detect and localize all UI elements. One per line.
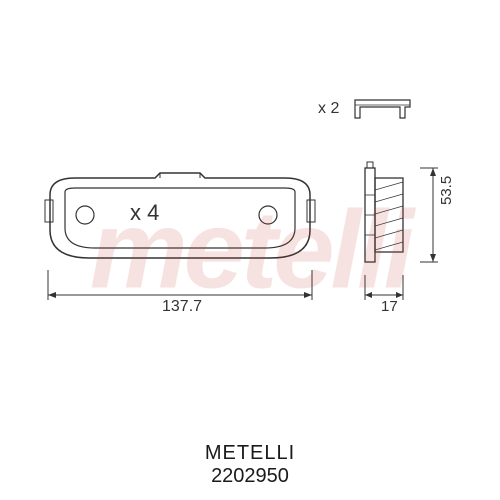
dimension-width-value: 137.7: [160, 298, 204, 316]
clip-drawing: [350, 95, 420, 125]
dimension-height-value: 53.5: [438, 176, 455, 205]
pad-quantity-label: x 4: [130, 200, 159, 226]
brake-pad-side-view: [360, 160, 415, 270]
dimension-thickness-value: 17: [380, 298, 399, 315]
brake-pad-front-view: [40, 170, 320, 265]
part-number-label: 2202950: [0, 465, 500, 488]
diagram-canvas: metelli x 2 x 4: [0, 0, 500, 500]
brand-label: METELLI: [0, 442, 500, 465]
clip-quantity-label: x 2: [318, 100, 339, 118]
